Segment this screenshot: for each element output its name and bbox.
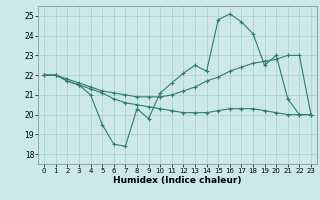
X-axis label: Humidex (Indice chaleur): Humidex (Indice chaleur)	[113, 176, 242, 185]
